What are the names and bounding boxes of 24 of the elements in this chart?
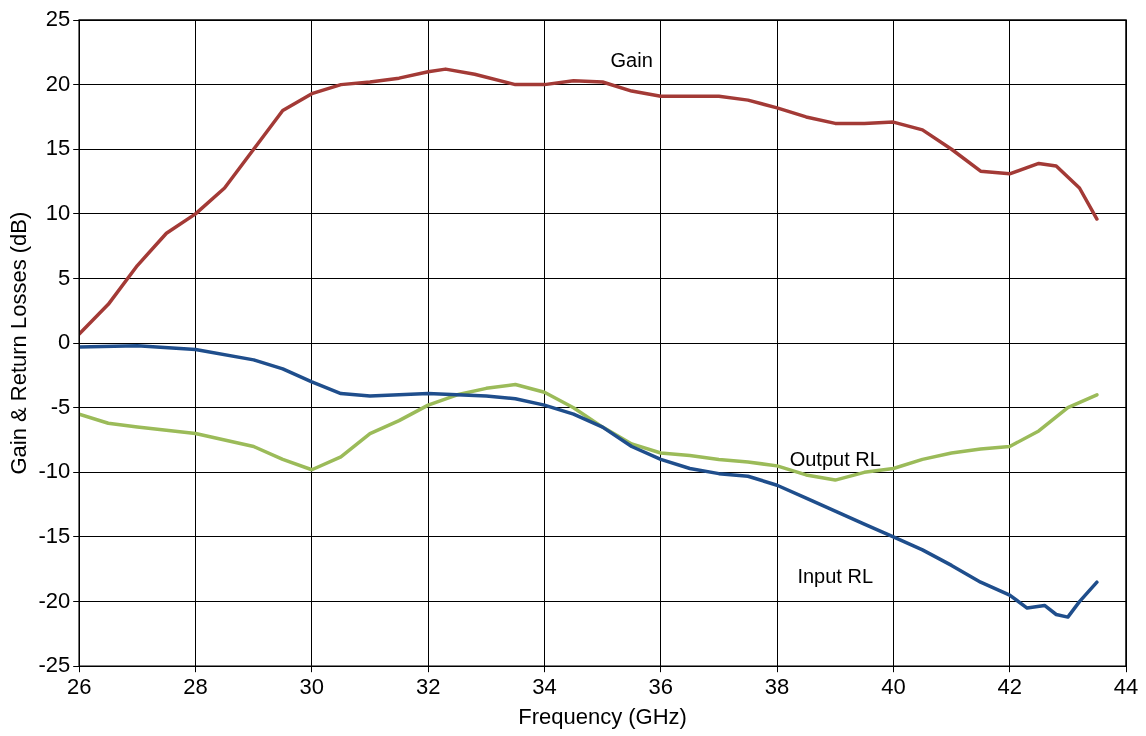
- y-tick-label: -10: [38, 458, 71, 484]
- y-tick-label: 20: [45, 70, 71, 96]
- series-label: Gain: [610, 48, 653, 71]
- x-tick-label: 28: [183, 674, 208, 700]
- x-tick-label: 40: [881, 674, 906, 700]
- x-tick-label: 38: [764, 674, 790, 700]
- y-tick-label: 0: [57, 329, 71, 355]
- x-tick-label: 44: [1113, 674, 1139, 700]
- y-tick-label: -15: [38, 523, 71, 549]
- y-tick-label: 5: [57, 264, 71, 290]
- y-tick-label: 15: [45, 135, 71, 161]
- x-tick-label: 36: [648, 674, 673, 700]
- y-tick-label: -5: [50, 393, 71, 419]
- x-tick-label: 42: [997, 674, 1022, 700]
- y-axis-title: Gain & Return Losses (dB): [6, 211, 32, 475]
- y-tick-label: 25: [45, 6, 71, 32]
- x-tick-label: 30: [299, 674, 325, 700]
- series-label: Input RL: [797, 564, 874, 587]
- x-axis-title: Frequency (GHz): [518, 703, 687, 729]
- x-tick-label: 32: [415, 674, 441, 700]
- series-label: Output RL: [789, 447, 881, 470]
- x-tick-label: 34: [532, 674, 557, 700]
- y-tick-label: -20: [38, 587, 71, 613]
- y-tick-label: 10: [45, 199, 71, 225]
